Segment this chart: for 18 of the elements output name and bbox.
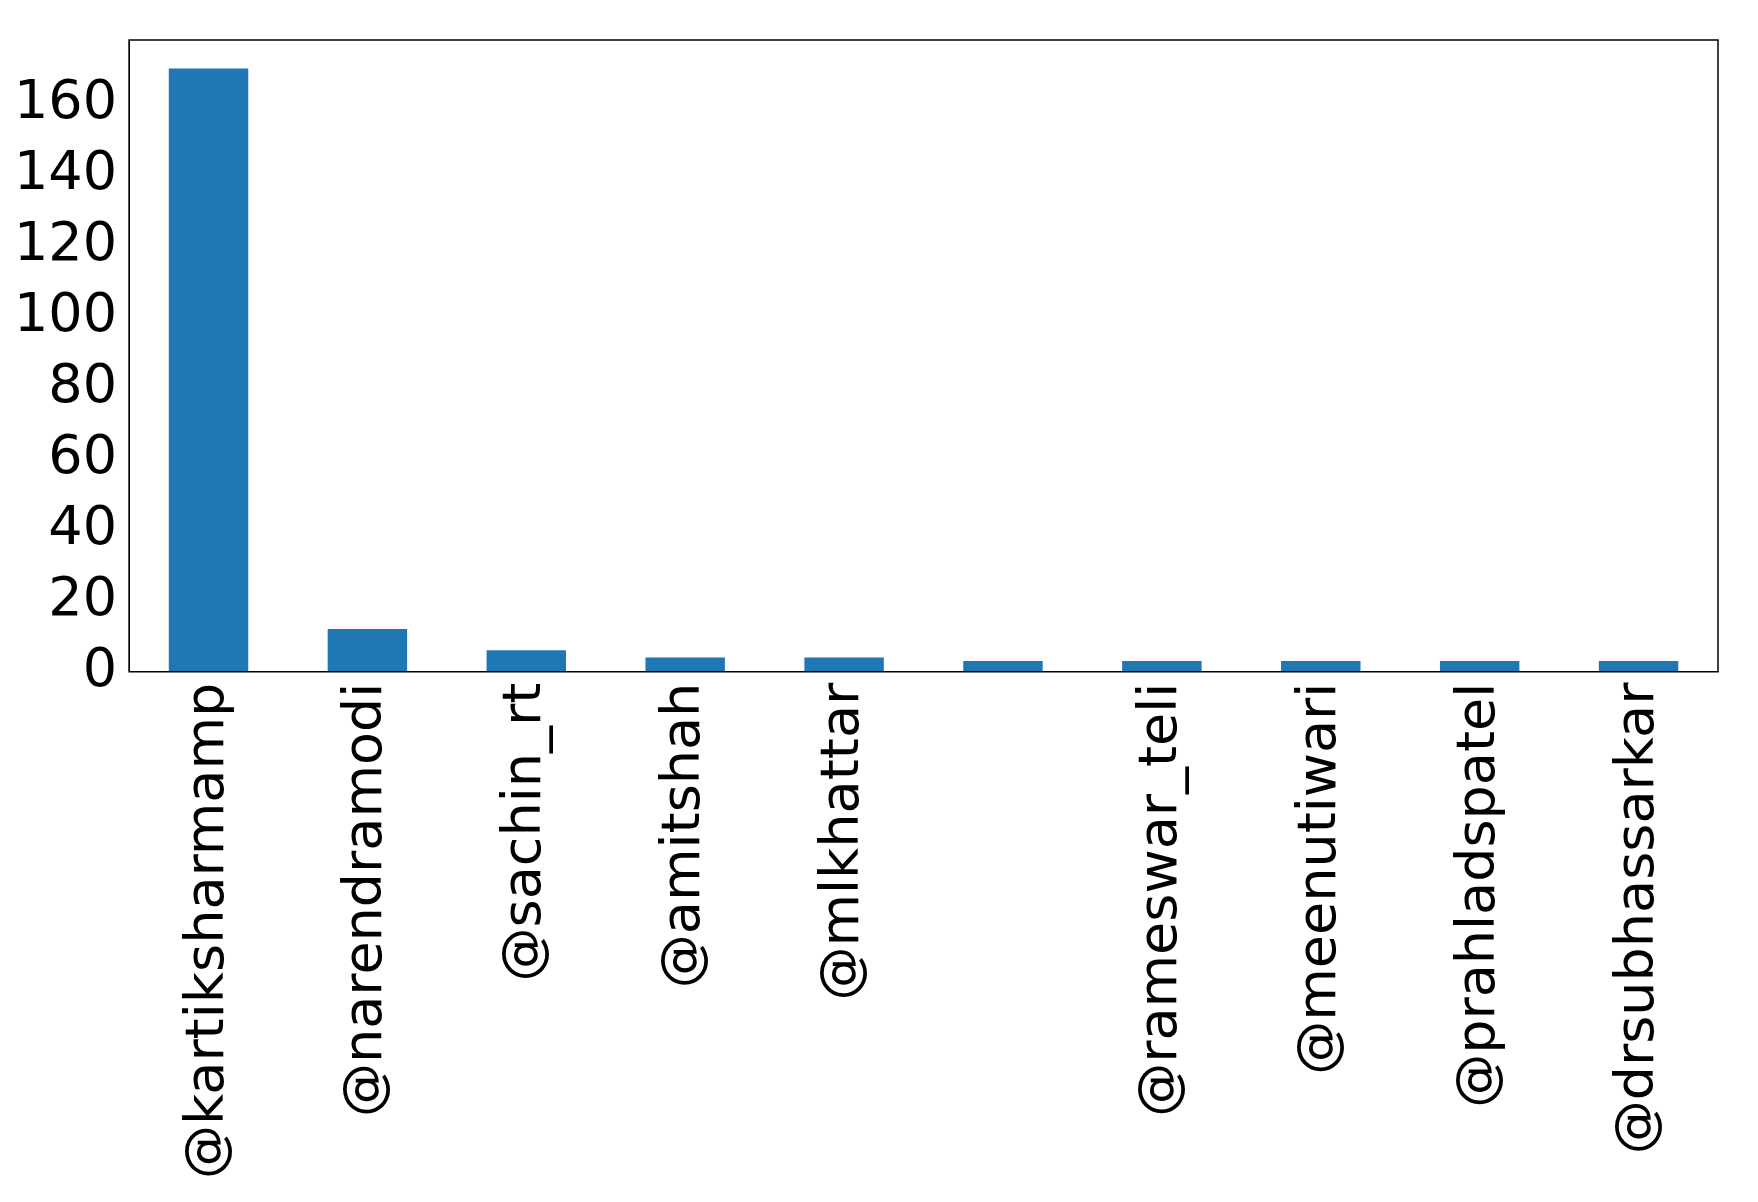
x-tick-label: @narendramodi <box>331 682 395 1117</box>
y-tick-label: 40 <box>48 493 118 557</box>
x-tick-label: @kartiksharmamp <box>172 682 236 1180</box>
x-tick-label: @rameswar_teli <box>1125 682 1189 1117</box>
x-tick-label: @prahladspatel <box>1443 682 1507 1108</box>
y-tick-label: 160 <box>13 67 118 131</box>
y-tick-label: 140 <box>13 138 118 202</box>
x-tick-label: @sachin_rt <box>490 682 554 982</box>
x-tick-label: @meenutiwari <box>1284 682 1348 1075</box>
x-tick-label: @amitshah <box>649 682 713 989</box>
x-tick-label: @mlkhattar <box>808 681 872 1001</box>
y-tick-label: 0 <box>82 635 118 699</box>
y-tick-label: 100 <box>13 280 118 344</box>
x-tick-label: @drsubhassarkar <box>1602 681 1666 1155</box>
y-tick-label: 80 <box>48 351 118 415</box>
y-tick-label: 120 <box>13 209 118 273</box>
y-tick-label: 20 <box>48 564 118 628</box>
y-tick-label: 60 <box>48 422 118 486</box>
